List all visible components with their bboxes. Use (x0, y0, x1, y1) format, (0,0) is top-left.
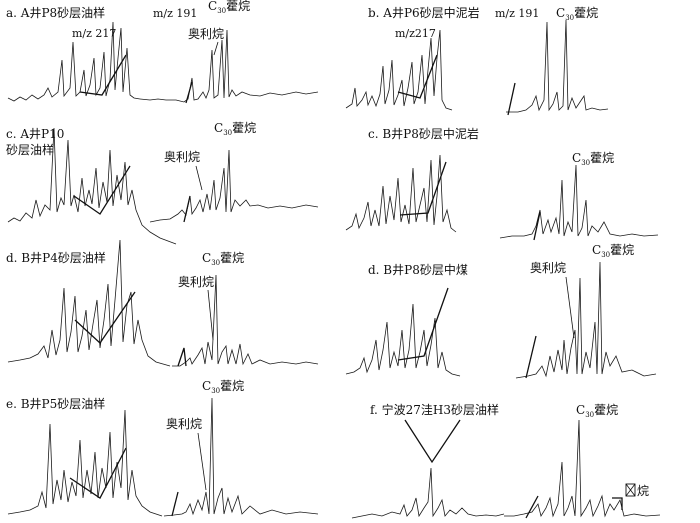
panel-b: b. A井P6砂层中泥岩 m/z217 m/z 191 C30藿烷 (345, 5, 609, 116)
panel-d-b-coal: d. B井P8砂层中煤 C30藿烷 奥利烷 (345, 243, 657, 379)
panel-d-b-p4-c30-label: C30藿烷 (202, 251, 244, 267)
panel-c-b-bracket (399, 161, 447, 216)
panel-f-bracket (404, 419, 461, 464)
panel-f-m191-marker-2 (612, 497, 623, 510)
panel-a-mz191: m/z 191 (153, 7, 197, 20)
panel-c-b-well: c. B井P8砂层中泥岩 C30藿烷 (345, 126, 659, 241)
panel-a-title: a. A井P8砂层油样 (6, 5, 105, 20)
panel-e-oleanane-label: 奥利烷 (166, 417, 202, 431)
panel-f-m191-marker (525, 495, 539, 519)
panel-a: a. A井P8砂层油样 m/z 217 m/z 191 C30藿烷 奥利烷 (6, 0, 319, 104)
panel-d-b-p4-oleanane-label: 奥利烷 (178, 275, 214, 289)
panel-c-a-bracket (73, 165, 131, 215)
panel-b-m217-trace (345, 29, 453, 111)
panel-d-b-coal-c30-label: C30藿烷 (592, 243, 634, 259)
panel-c-a-title-line2: 砂层油样 (6, 142, 54, 157)
panel-e-m191-trace (163, 397, 319, 517)
panel-c-b-m191-marker (533, 211, 541, 241)
panel-d-b-p4-title: d. B井P4砂层油样 (6, 250, 106, 265)
panel-c-b-m191-trace (499, 164, 659, 239)
panel-b-mz191: m/z 191 (495, 7, 539, 20)
panel-b-m191-trace (506, 19, 609, 113)
panel-a-m217-trace (7, 21, 141, 102)
panel-b-bracket (397, 54, 438, 99)
panel-d-b-p4-m191-marker (177, 347, 187, 367)
panel-d-b-p4-bracket (74, 291, 136, 344)
panel-d-b-coal-m217-trace (345, 303, 461, 377)
panel-e: e. B井P5砂层油样 C30藿烷 奥利烷 (6, 379, 319, 517)
panel-b-title: b. A井P6砂层中泥岩 (368, 5, 480, 20)
panel-b-c30-label: C30藿烷 (556, 6, 598, 22)
panel-d-b-p4-m191-trace (172, 274, 319, 367)
panel-a-mz217: m/z 217 (72, 27, 116, 40)
panel-d-b-p4-m217-trace (7, 239, 171, 367)
panel-c-a-well: c. A井P10 砂层油样 C30藿烷 奥利烷 (6, 121, 319, 245)
panel-c-b-m217-trace (345, 154, 457, 233)
panel-e-m191-marker (171, 491, 179, 517)
panel-f-c30-label: C30藿烷 (576, 403, 618, 419)
panel-a-m191-trace (139, 29, 319, 103)
panel-c-a-oleanane-label: 奥利烷 (164, 150, 200, 164)
panel-c-b-title: c. B井P8砂层中泥岩 (368, 126, 479, 141)
panel-d-b-coal-m191-marker (525, 335, 537, 379)
panel-e-title: e. B井P5砂层油样 (6, 396, 105, 411)
panel-d-b-coal-oleanane-label: 奥利烷 (530, 261, 566, 275)
panel-b-mz217: m/z217 (395, 27, 436, 40)
panel-c-a-title-line1: c. A井P10 (6, 127, 64, 141)
panel-e-bracket (69, 447, 127, 499)
panel-c-a-c30-label: C30藿烷 (214, 121, 256, 137)
panel-c-a-m191-marker (183, 195, 191, 223)
panel-a-c30-label: C30藿烷 (208, 0, 250, 15)
panel-d-b-coal-m191-trace (515, 261, 657, 379)
panel-f-m217-trace (351, 467, 505, 519)
panel-a-m191-marker (185, 81, 193, 104)
panel-d-b-coal-title: d. B井P8砂层中煤 (368, 262, 468, 277)
panel-d-b-p4: d. B井P4砂层油样 C30藿烷 奥利烷 (6, 239, 319, 367)
panel-d-b-coal-bracket (397, 287, 449, 361)
panel-b-m191-marker (507, 82, 516, 116)
panel-f: f. 宁波27洼H3砂层油样 C30藿烷 烷 (351, 402, 661, 519)
panel-f-oleanane-partial-label: 烷 (637, 484, 649, 498)
panel-a-oleanane-label: 奥利烷 (188, 27, 224, 41)
panel-f-title: f. 宁波27洼H3砂层油样 (370, 402, 499, 417)
panel-f-m191-trace (504, 419, 661, 518)
panel-e-m217-trace (7, 409, 163, 517)
panel-c-b-c30-label: C30藿烷 (572, 151, 614, 167)
panel-e-c30-label: C30藿烷 (202, 379, 244, 395)
panel-c-a-m217-trace (7, 127, 177, 245)
panel-a-bracket (79, 54, 127, 96)
